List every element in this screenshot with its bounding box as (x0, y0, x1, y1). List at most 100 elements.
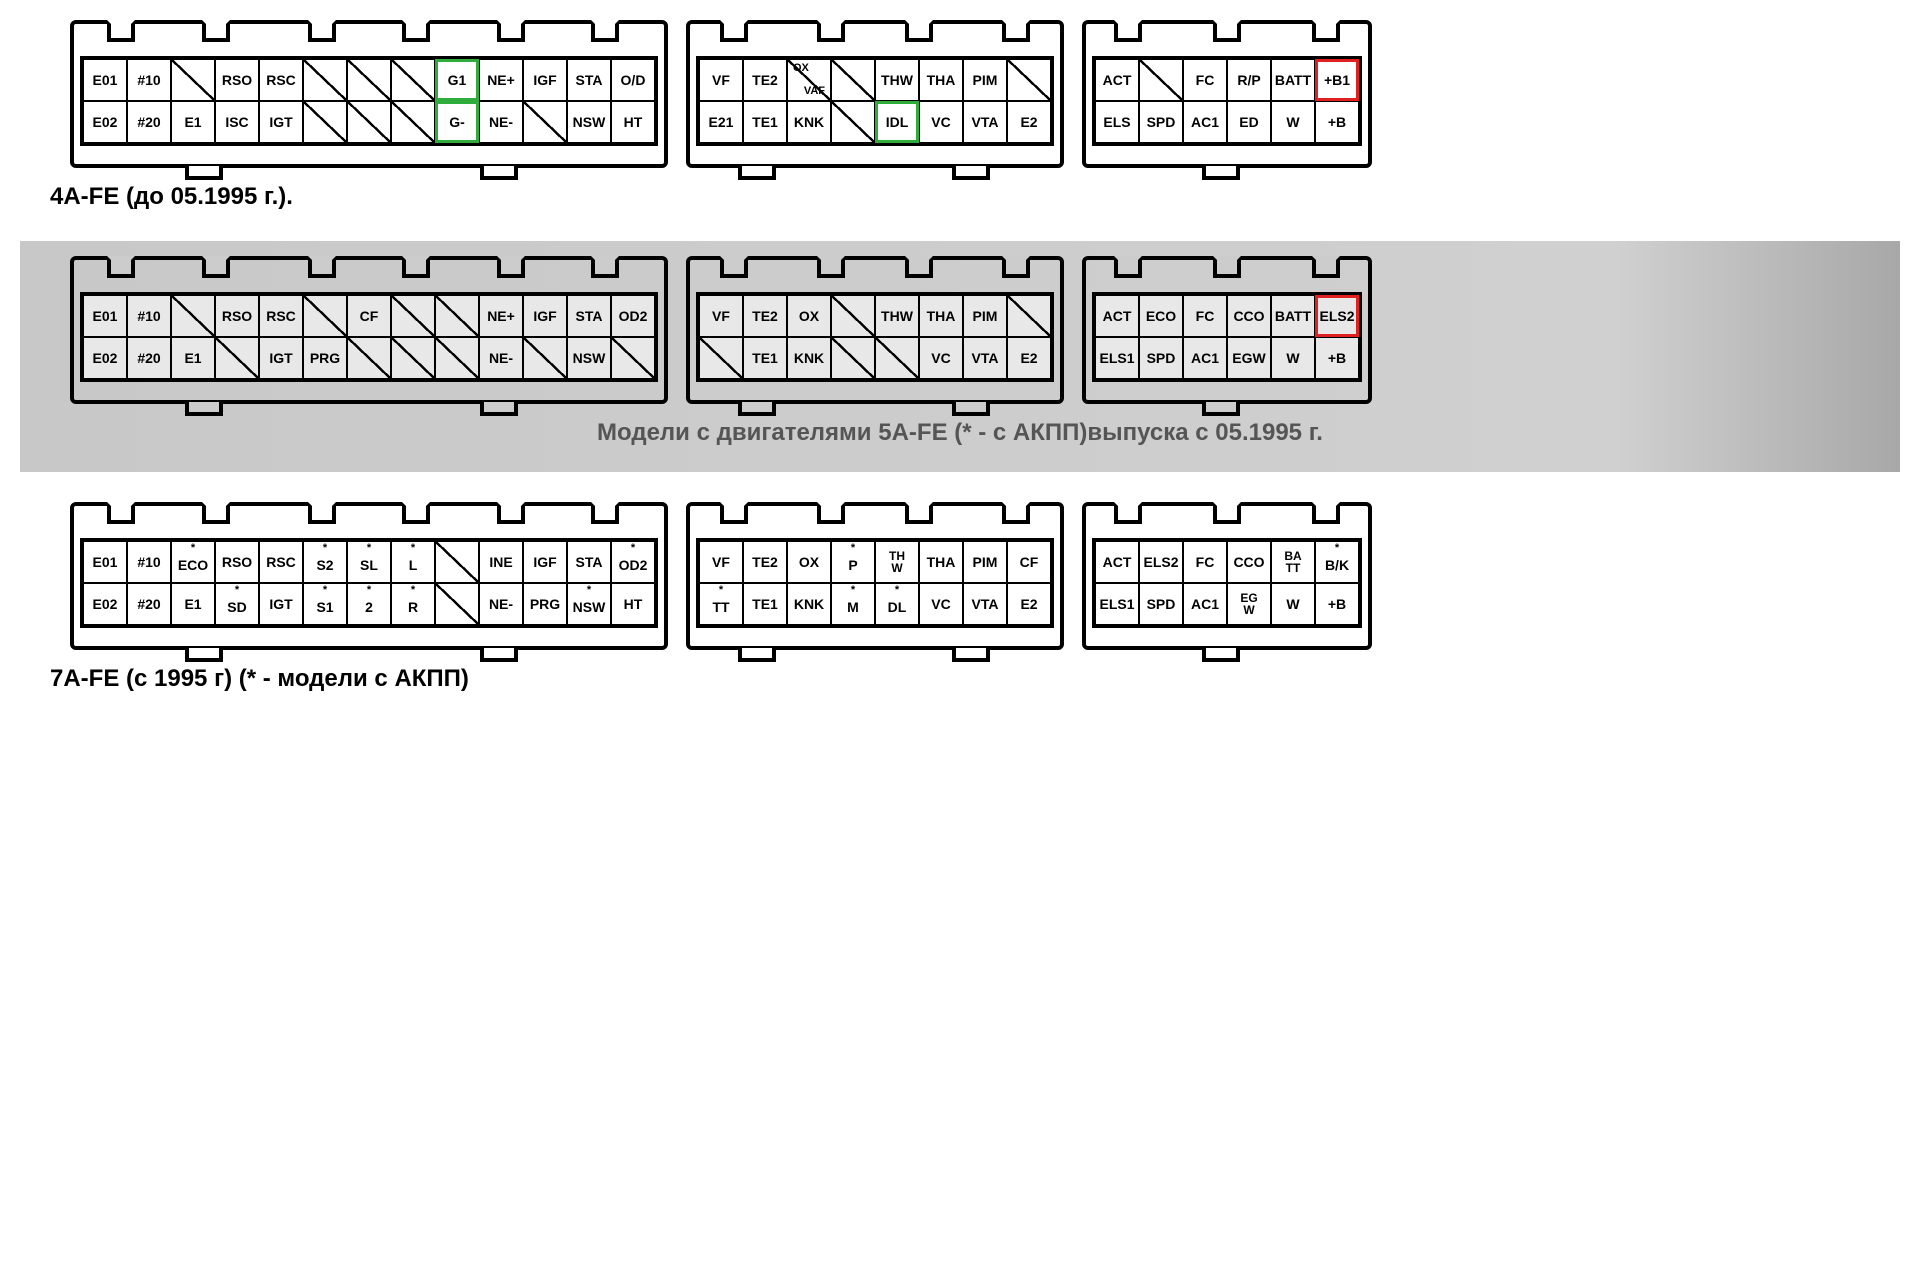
pin: TE2 (743, 295, 787, 337)
pin: VC (919, 101, 963, 143)
pin: E1 (171, 583, 215, 625)
diagram-caption: 7A-FE (с 1995 г) (* - модели с АКПП) (50, 665, 1900, 693)
connector-notch (1114, 20, 1142, 42)
pin: *S1 (303, 583, 347, 625)
pin: TE1 (743, 583, 787, 625)
connector: VFTE2OXVAFTHWTHAPIME21TE1KNKIDLVCVTAE2 (686, 20, 1064, 168)
pin: BATT (1271, 295, 1315, 337)
pin (303, 59, 347, 101)
pin-grid: ACTELS2FCCCOBATT*B/KELS1SPDAC1EGWW+B (1092, 538, 1362, 628)
pin: HT (611, 583, 655, 625)
connector-notch (497, 20, 525, 42)
pin: TE2 (743, 541, 787, 583)
connector-tab (738, 648, 776, 662)
pin: *P (831, 541, 875, 583)
pin: STA (567, 295, 611, 337)
pin: IGF (523, 295, 567, 337)
connector-notch (497, 502, 525, 524)
pin (1007, 59, 1051, 101)
pin: *L (391, 541, 435, 583)
pin: NE- (479, 101, 523, 143)
pin (611, 337, 655, 379)
pin: PIM (963, 59, 1007, 101)
pin: E2 (1007, 337, 1051, 379)
connector-tab (185, 402, 223, 416)
connector-tab (952, 166, 990, 180)
pin: *B/K (1315, 541, 1359, 583)
pin: E01 (83, 295, 127, 337)
connector-notch (308, 20, 336, 42)
pin: RSC (259, 541, 303, 583)
connector: VFTE2OXTHWTHAPIMTE1KNKVCVTAE2 (686, 256, 1064, 404)
pin: VC (919, 337, 963, 379)
pin: IGF (523, 541, 567, 583)
pin (391, 59, 435, 101)
pin (391, 295, 435, 337)
pin: RSC (259, 59, 303, 101)
connector-notch (1213, 502, 1241, 524)
connector-notch (1002, 502, 1030, 524)
connector-notch (905, 20, 933, 42)
pin: CF (347, 295, 391, 337)
pin: *2 (347, 583, 391, 625)
pin: EGW (1227, 583, 1271, 625)
connector-notch (905, 256, 933, 278)
pin: THW (875, 295, 919, 337)
pin: *TT (699, 583, 743, 625)
pin (1139, 59, 1183, 101)
connector-tab (952, 402, 990, 416)
pin: RSC (259, 295, 303, 337)
pin-grid: E01#10RSORSCG1NE+IGFSTAO/DE02#20E1ISCIGT… (80, 56, 658, 146)
pin: SPD (1139, 583, 1183, 625)
pin-grid: E01#10RSORSCCFNE+IGFSTAOD2E02#20E1IGTPRG… (80, 292, 658, 382)
pin: ECO (1139, 295, 1183, 337)
connector-notch (817, 20, 845, 42)
connector-tab (480, 166, 518, 180)
pin: E01 (83, 59, 127, 101)
pin-grid: E01#10*ECORSORSC*S2*SL*LINEIGFSTA*OD2E02… (80, 538, 658, 628)
pin: E01 (83, 541, 127, 583)
pin: BATT (1271, 59, 1315, 101)
pin (875, 337, 919, 379)
pin (347, 59, 391, 101)
pin: PIM (963, 541, 1007, 583)
pin: #10 (127, 59, 171, 101)
pin-grid: ACTECOFCCCOBATTELS2ELS1SPDAC1EGWW+B (1092, 292, 1362, 382)
pin: NSW (567, 101, 611, 143)
pin: BATT (1271, 541, 1315, 583)
pin: ACT (1095, 541, 1139, 583)
pin-grid: VFTE2OXTHWTHAPIMTE1KNKVCVTAE2 (696, 292, 1054, 382)
pin: THW (875, 59, 919, 101)
pin (391, 337, 435, 379)
connector-tab (185, 648, 223, 662)
connector-notch (308, 502, 336, 524)
connector-notch (107, 502, 135, 524)
pin: AC1 (1183, 583, 1227, 625)
pin: *SD (215, 583, 259, 625)
connector-notch (720, 256, 748, 278)
connector-notch (591, 20, 619, 42)
pin (303, 101, 347, 143)
pin: SPD (1139, 101, 1183, 143)
pin: ELS (1095, 101, 1139, 143)
connector-notch (1114, 502, 1142, 524)
connector-tab (738, 402, 776, 416)
pin: ACT (1095, 295, 1139, 337)
pin: ACT (1095, 59, 1139, 101)
pin: E1 (171, 101, 215, 143)
connector-notch (1312, 20, 1340, 42)
pin: IGT (259, 337, 303, 379)
pin: IGT (259, 583, 303, 625)
pin: VTA (963, 583, 1007, 625)
pin: RSO (215, 59, 259, 101)
pin (215, 337, 259, 379)
diagram-caption: Модели с двигателями 5A-FE (* - с АКПП)в… (20, 419, 1900, 447)
pin: E2 (1007, 101, 1051, 143)
pin: CCO (1227, 541, 1271, 583)
pin: IGT (259, 101, 303, 143)
pin: OXVAF (787, 59, 831, 101)
pin: #20 (127, 583, 171, 625)
pin: E02 (83, 583, 127, 625)
connector-notch (402, 20, 430, 42)
connector: ACTFCR/PBATT+B1ELSSPDAC1EDW+B (1082, 20, 1372, 168)
